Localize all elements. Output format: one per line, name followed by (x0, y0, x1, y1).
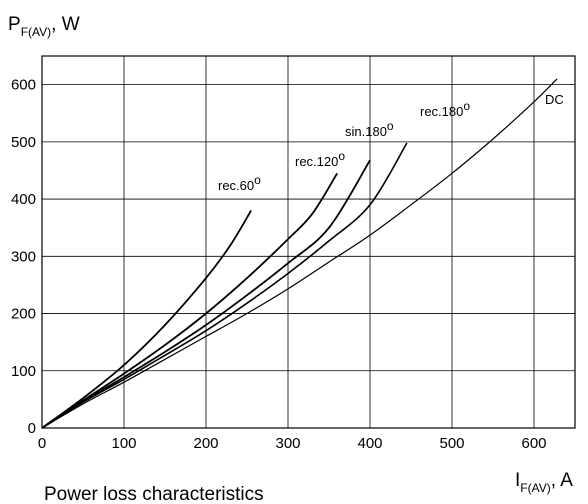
y-tick-label: 500 (11, 134, 36, 151)
plot-frame (41, 55, 576, 429)
x-tick-label: 600 (521, 435, 546, 452)
x-axis-label: IF(AV), A (515, 470, 573, 495)
x-tick-label: 200 (193, 435, 218, 452)
series-line (41, 142, 408, 429)
y-axis-label: PF(AV), W (8, 14, 80, 39)
y-tick-label: 400 (11, 191, 36, 208)
x-tick-label: 400 (357, 435, 382, 452)
series-label: DC (545, 92, 564, 107)
x-tick-label: 300 (275, 435, 300, 452)
y-tick-label: 100 (11, 363, 36, 380)
x-tick-label: 0 (38, 435, 46, 452)
series-label: rec.60o (218, 173, 261, 193)
series-lines (41, 78, 558, 429)
y-tick-label: 200 (11, 306, 36, 323)
series-line (41, 159, 371, 429)
chart-caption: Power loss characteristics (44, 484, 264, 504)
x-tick-label: 500 (439, 435, 464, 452)
y-tick-label: 600 (11, 77, 36, 94)
series-label: rec.180o (420, 99, 470, 119)
series-label: rec.120o (295, 149, 345, 169)
series-line (41, 172, 338, 429)
series-line (41, 210, 252, 429)
y-tick-label: 0 (28, 420, 36, 437)
grid (41, 56, 575, 429)
series-label: sin.180o (345, 119, 394, 139)
series-line (41, 78, 558, 429)
tick-labels: 0 100 200 300 400 500 600 0 100 200 300 400 500 600 (11, 77, 547, 452)
y-tick-label: 300 (11, 248, 36, 265)
x-tick-label: 100 (111, 435, 136, 452)
